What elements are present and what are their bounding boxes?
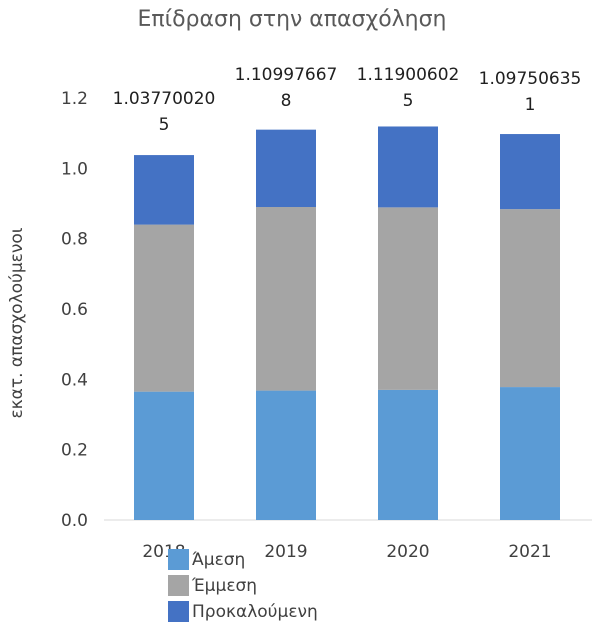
bar-stacks [134,126,560,520]
total-labels: 1.03770020 5 1.10997667 8 1.11900602 5 1.09750… [113,65,582,135]
bar-segment-2018-0 [134,391,194,520]
chart-title: Επίδραση στην απασχόληση [137,7,446,32]
bar-segment-2019-2 [256,129,316,208]
total-label: 1 [525,95,536,115]
bar-segment-2018-2 [134,155,194,225]
bar-segment-2021-1 [500,209,560,388]
legend-label: Έμμεση [191,576,257,596]
legend-label: Άμεση [192,550,245,570]
y-tick-label: 1.2 [61,89,88,109]
x-tick-label: 2020 [386,542,429,562]
bar-segment-2020-1 [378,207,438,390]
bar-segment-2019-1 [256,207,316,391]
total-label: 1.11900602 [357,65,460,85]
total-label: 8 [281,91,292,111]
y-tick-label: 0.0 [61,511,88,531]
y-tick-label: 0.8 [61,230,88,250]
x-tick-label: 2021 [508,542,551,562]
total-label: 1.10997667 [235,65,338,85]
total-label: 5 [403,91,414,111]
bar-segment-2021-0 [500,387,560,520]
y-tick-label: 0.2 [61,441,88,461]
bar-segment-2020-0 [378,389,438,520]
x-tick-label: 2019 [264,542,307,562]
y-tick-label: 0.6 [61,300,88,320]
total-label: 1.03770020 [113,89,216,109]
total-label: 1.09750635 [479,69,582,89]
legend-swatch [168,549,189,570]
y-tick-label: 1.0 [61,159,88,179]
y-tick-label: 0.4 [61,370,88,390]
bar-segment-2018-1 [134,224,194,392]
bar-segment-2020-2 [378,126,438,208]
total-label: 5 [159,115,170,135]
legend-swatch [168,601,189,622]
bar-segment-2021-2 [500,134,560,210]
y-axis-label: εκατ. απασχολούμενοι [7,227,27,418]
bar-segment-2019-0 [256,390,316,520]
legend-swatch [168,575,189,596]
y-axis-ticks: 0.0 0.2 0.4 0.6 0.8 1.0 1.2 [61,89,88,531]
legend: Άμεση Έμμεση Προκαλούμενη [168,549,318,622]
legend-label: Προκαλούμενη [192,602,318,622]
